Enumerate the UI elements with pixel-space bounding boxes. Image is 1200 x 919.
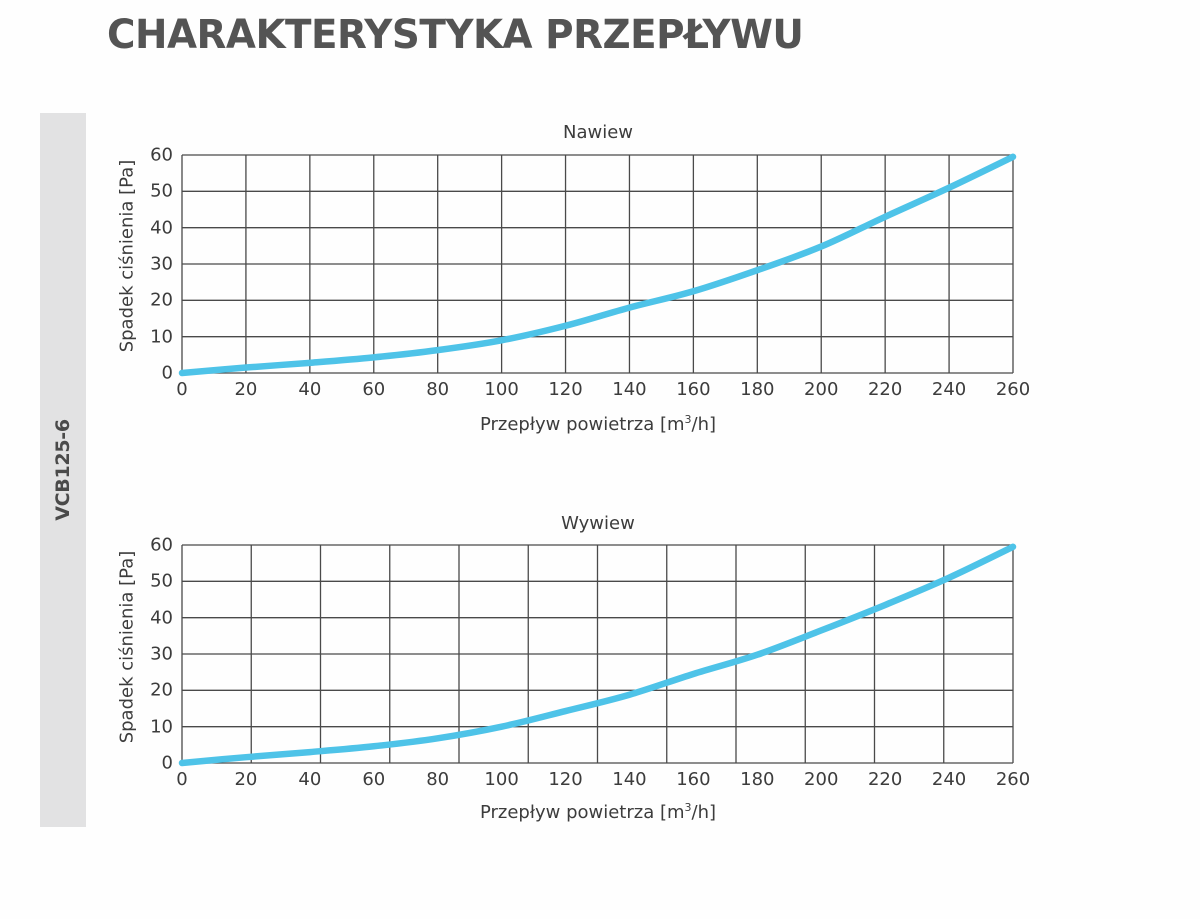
x-tick-label: 80 xyxy=(426,379,450,400)
y-tick-label: 40 xyxy=(150,217,173,239)
x-tick-label: 180 xyxy=(740,769,775,790)
series-curve xyxy=(178,153,1017,377)
chart-title: Wywiew xyxy=(561,513,635,534)
y-tick-label: 40 xyxy=(150,607,173,629)
model-side-band xyxy=(40,113,86,827)
x-tick-label: 40 xyxy=(298,769,322,790)
y-tick-label: 10 xyxy=(150,326,173,348)
x-tick-label: 220 xyxy=(867,379,903,400)
series-curve xyxy=(178,543,1017,767)
x-tick-label: 0 xyxy=(176,379,188,400)
page-title: CHARAKTERYSTYKA PRZEPŁYWU xyxy=(107,12,804,58)
x-tick-label: 140 xyxy=(612,769,647,790)
plot-area xyxy=(178,543,1017,767)
x-axis-title-tail: /h] xyxy=(691,802,717,823)
x-tick-label: 100 xyxy=(484,379,519,400)
x-tick-label: 120 xyxy=(548,379,583,400)
y-tick-label: 30 xyxy=(150,253,173,275)
x-tick-label: 160 xyxy=(676,379,711,400)
chart-title: Nawiew xyxy=(562,122,634,143)
y-tick-label: 20 xyxy=(150,289,173,311)
x-axis-title: Przepływ powietrza [m3/h] xyxy=(480,413,716,435)
x-tick-label: 40 xyxy=(298,379,322,400)
x-tick-label: 100 xyxy=(484,769,519,790)
chart-nawiew: Nawiew Spadek ciśnienia [Pa] Przepływ po… xyxy=(0,0,1200,450)
x-axis-title-main: Przepływ powietrza [m xyxy=(479,414,685,435)
y-axis-title: Spadek ciśnienia [Pa] xyxy=(116,550,138,744)
y-tick-label: 50 xyxy=(150,180,173,202)
x-axis-title-tail: /h] xyxy=(691,414,717,435)
x-axis-title: Przepływ powietrza [m3/h] xyxy=(480,801,716,823)
y-tick-label: 20 xyxy=(150,679,173,701)
x-tick-label: 240 xyxy=(931,379,967,400)
y-tick-label: 60 xyxy=(150,144,173,166)
chart-wywiew: Wywiew Spadek ciśnienia [Pa] Przepływ po… xyxy=(116,513,1031,823)
x-tick-label: 240 xyxy=(931,769,967,790)
x-tick-label: 20 xyxy=(234,379,258,400)
y-tick-label: 0 xyxy=(161,752,173,774)
y-tick-label: 30 xyxy=(150,643,173,665)
x-axis-title-sup: 3 xyxy=(684,413,692,426)
x-tick-label: 0 xyxy=(176,769,188,790)
plot-area xyxy=(178,153,1017,377)
x-tick-label: 180 xyxy=(740,379,775,400)
x-axis-title-sup: 3 xyxy=(684,801,692,814)
x-tick-label: 200 xyxy=(804,379,839,400)
x-tick-label: 260 xyxy=(995,379,1031,400)
x-tick-label: 20 xyxy=(234,769,258,790)
x-tick-label: 160 xyxy=(676,769,711,790)
x-tick-label: 200 xyxy=(804,769,839,790)
x-tick-label: 60 xyxy=(362,769,386,790)
x-axis-title-main: Przepływ powietrza [m xyxy=(479,802,685,823)
x-tick-label: 220 xyxy=(867,769,903,790)
y-tick-label: 10 xyxy=(150,716,173,738)
x-tick-label: 60 xyxy=(362,379,386,400)
x-tick-label: 120 xyxy=(548,769,583,790)
x-tick-label: 260 xyxy=(995,769,1031,790)
y-tick-label: 60 xyxy=(150,534,173,556)
y-tick-label: 0 xyxy=(161,362,173,384)
x-tick-label: 140 xyxy=(612,379,647,400)
y-tick-label: 50 xyxy=(150,570,173,592)
x-tick-label: 80 xyxy=(426,769,450,790)
